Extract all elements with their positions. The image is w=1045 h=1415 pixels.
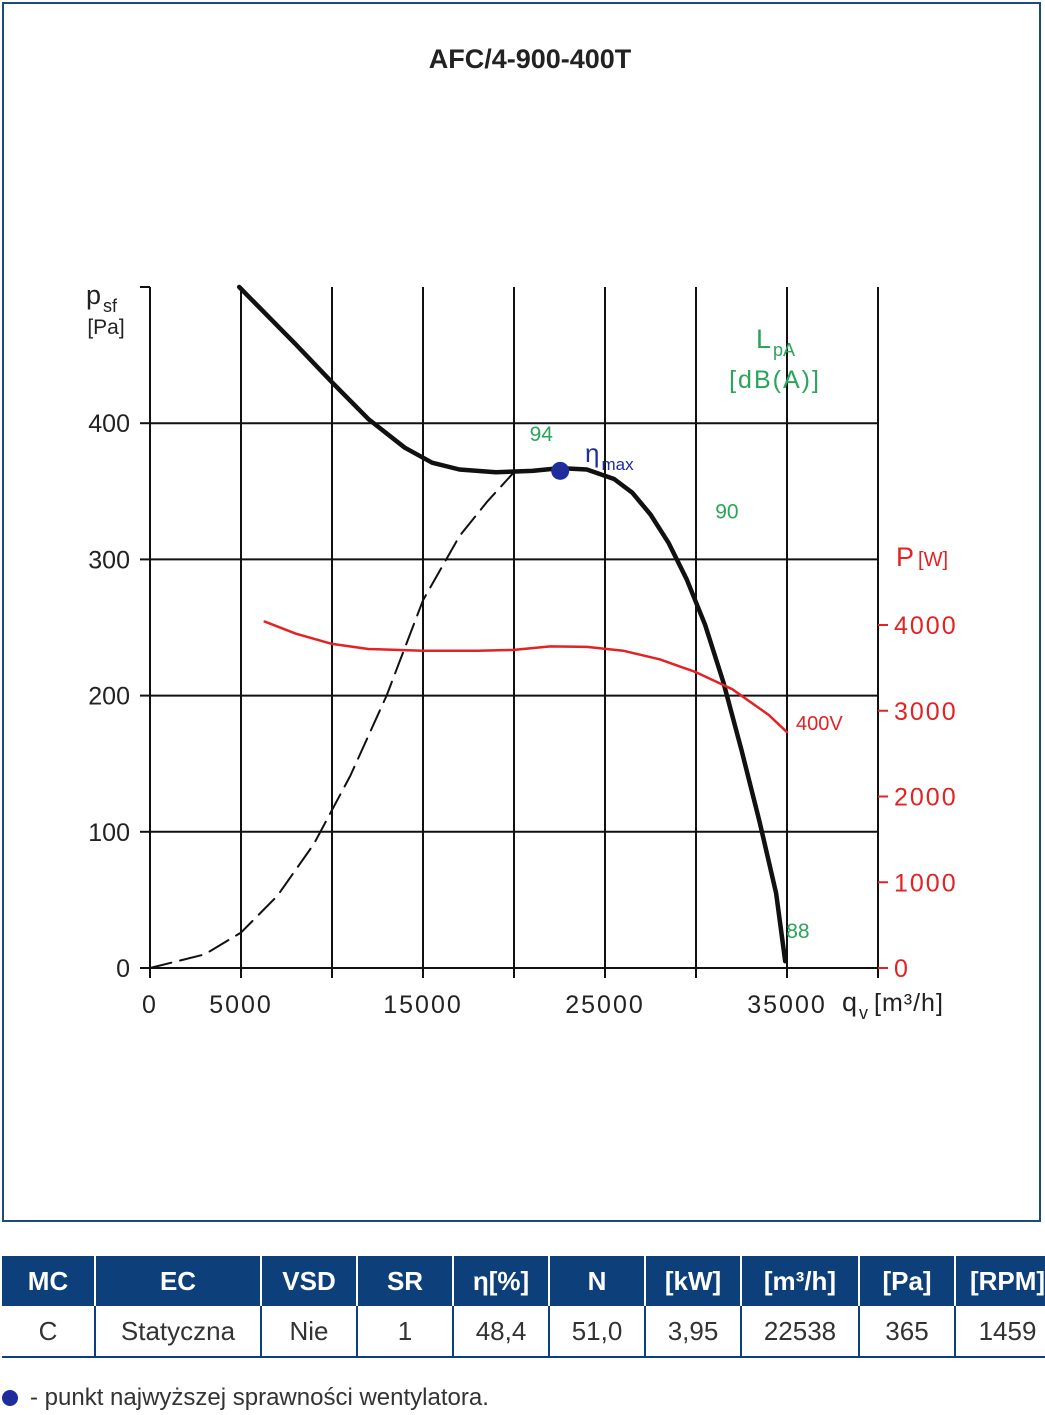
y-axis-label: p sf [86, 280, 118, 316]
header-kw: [kW] [645, 1256, 742, 1306]
noise-level-label: 94 [530, 423, 554, 446]
x-tick-label: 35000 [747, 991, 827, 1019]
footnote-text: - punkt najwyższej sprawności wentylator… [30, 1384, 489, 1411]
header-eta: η[%] [453, 1256, 550, 1306]
y-tick-label: 0 [116, 955, 130, 983]
noise-level-label: 90 [715, 501, 738, 524]
header-sr: SR [357, 1256, 454, 1306]
series-lines [149, 284, 789, 969]
cell-rpm: 1459 [955, 1306, 1045, 1358]
pressure-curve [236, 284, 788, 964]
grid-lines [140, 286, 888, 978]
eta-max-point [551, 461, 570, 480]
chart-frame: AFC/4-900-400T 0 100 200 300 400 0 5000 15000 25… [2, 2, 1041, 1222]
y2-tick-label: 2000 [894, 784, 958, 812]
header-pa: [Pa] [859, 1256, 956, 1306]
chart-title: AFC/4-900-400T [429, 44, 632, 74]
noise-level-label: 88 [786, 920, 809, 943]
x-tick-label: 5000 [209, 991, 273, 1019]
y-tick-label: 200 [88, 683, 130, 711]
cell-ec: Statyczna [95, 1306, 262, 1358]
system-curve [149, 471, 515, 969]
x-tick-label: 25000 [565, 991, 645, 1019]
cell-mc: C [2, 1306, 96, 1358]
eta-max-label: η max [585, 438, 634, 474]
y2-tick-label: 3000 [894, 698, 958, 726]
header-mc: MC [2, 1256, 96, 1306]
header-rpm: [RPM] [955, 1256, 1045, 1306]
x-tick-label: 0 [142, 991, 158, 1019]
fan-spec-table: MC EC VSD SR η[%] N [kW] [m³/h] [Pa] [RP… [2, 1256, 1045, 1358]
efficiency-point-icon [2, 1390, 18, 1406]
header-n: N [549, 1256, 646, 1306]
header-ec: EC [95, 1256, 262, 1306]
power-series-label: 400V [796, 713, 843, 735]
header-vsd: VSD [261, 1256, 358, 1306]
y2-tick-label: 1000 [894, 869, 958, 897]
annotation-labels: p sf[Pa] q v [m³/h] P [W] η max L pA [dB(A)] 94 90 88 4… [86, 280, 948, 1023]
cell-kw: 3,95 [645, 1306, 742, 1358]
y-tick-label: 300 [88, 546, 130, 574]
header-flow: [m³/h] [741, 1256, 860, 1306]
lpa-unit: [dB(A)] [729, 366, 821, 394]
cell-flow: 22538 [741, 1306, 860, 1358]
cell-pa: 365 [859, 1306, 956, 1358]
cell-eta: 48,4 [453, 1306, 550, 1358]
y-axis-unit: [Pa] [87, 316, 124, 339]
y2-axis-label: P [W] [896, 542, 948, 572]
y2-tick-label: 0 [894, 955, 910, 983]
cell-sr: 1 [357, 1306, 454, 1358]
x-tick-label: 15000 [383, 991, 463, 1019]
y-tick-label: 100 [88, 819, 130, 847]
table-header-row: MC EC VSD SR η[%] N [kW] [m³/h] [Pa] [RP… [2, 1256, 1045, 1306]
footnote: - punkt najwyższej sprawności wentylator… [2, 1384, 489, 1412]
x-axis-unit: [m³/h] [874, 989, 944, 1017]
cell-vsd: Nie [261, 1306, 358, 1358]
cell-n: 51,0 [549, 1306, 646, 1358]
y-tick-label: 400 [88, 410, 130, 438]
y2-tick-label: 4000 [894, 612, 958, 640]
table-row: C Statyczna Nie 1 48,4 51,0 3,95 22538 3… [2, 1306, 1045, 1358]
power-curve [263, 620, 789, 734]
